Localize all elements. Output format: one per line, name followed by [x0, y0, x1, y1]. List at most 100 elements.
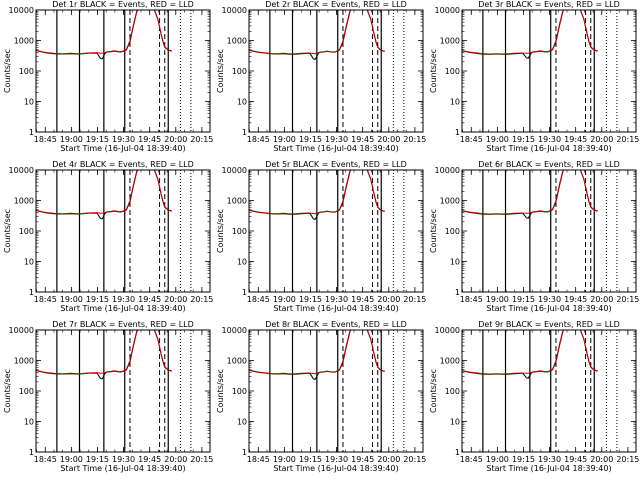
x-tick-label: 19:15 [512, 135, 535, 144]
y-tick-label: 1000 [440, 37, 460, 46]
y-tick-label: 1000 [14, 37, 34, 46]
panel-title: Det 3r BLACK = Events, RED = LLD [478, 0, 620, 9]
detector-panel: Det 8r BLACK = Events, RED = LLD 1 10 100 10… [213, 320, 426, 484]
detector-panel: Det 5r BLACK = Events, RED = LLD 1 10 100 10… [213, 160, 426, 324]
y-tick-label: 100 [19, 227, 34, 236]
x-tick-label: 20:15 [616, 135, 639, 144]
x-tick-label: 19:15 [86, 135, 109, 144]
y-tick-label: 10000 [222, 166, 247, 175]
series-lld-line [462, 10, 598, 55]
x-tick-label: 18:45 [460, 295, 483, 304]
y-tick-label: 10000 [9, 326, 34, 335]
y-tick-label: 10 [24, 258, 34, 267]
x-tick-label: 19:30 [325, 295, 348, 304]
x-axis-label: Start Time (16-Jul-04 18:39:40) [486, 464, 611, 473]
y-axis-label: Counts/sec [429, 209, 438, 253]
chart-svg: Det 4r BLACK = Events, RED = LLD 1 10 100 10… [3, 160, 213, 313]
detector-panel: Det 4r BLACK = Events, RED = LLD 1 10 100 10… [0, 160, 213, 324]
series-lld-line [249, 330, 385, 375]
x-tick-label: 19:45 [138, 455, 161, 464]
series-lld-line [36, 10, 172, 55]
y-tick-label: 10 [450, 258, 460, 267]
x-tick-label: 20:15 [616, 455, 639, 464]
x-tick-label: 19:15 [299, 295, 322, 304]
detector-panel: Det 3r BLACK = Events, RED = LLD 1 10 100 10… [426, 0, 639, 164]
plot-frame [35, 9, 211, 133]
panel-title: Det 7r BLACK = Events, RED = LLD [52, 320, 194, 329]
x-tick-label: 19:30 [112, 455, 135, 464]
y-axis-label: Counts/sec [216, 369, 225, 413]
x-tick-label: 19:00 [60, 135, 83, 144]
series-lld-line [36, 330, 172, 375]
y-tick-label: 10 [237, 98, 247, 107]
plot-frame [248, 329, 424, 453]
x-tick-label: 19:45 [351, 295, 374, 304]
x-tick-label: 18:45 [460, 455, 483, 464]
chart-svg: Det 6r BLACK = Events, RED = LLD 1 10 100 10… [429, 160, 639, 313]
plot-area [462, 330, 618, 452]
y-tick-label: 100 [445, 67, 460, 76]
x-tick-label: 19:30 [538, 295, 561, 304]
x-tick-label: 19:00 [60, 455, 83, 464]
x-tick-label: 19:15 [512, 455, 535, 464]
y-tick-label: 1 [29, 128, 34, 137]
y-tick-label: 10000 [435, 326, 460, 335]
y-tick-label: 1 [455, 448, 460, 457]
x-axis-label: Start Time (16-Jul-04 18:39:40) [273, 144, 398, 153]
chart-svg: Det 5r BLACK = Events, RED = LLD 1 10 100 10… [216, 160, 426, 313]
y-axis-label: Counts/sec [3, 369, 12, 413]
y-tick-label: 10000 [9, 166, 34, 175]
y-tick-label: 1000 [440, 357, 460, 366]
x-tick-label: 20:15 [190, 295, 213, 304]
x-tick-label: 20:15 [403, 455, 426, 464]
x-tick-label: 18:45 [247, 135, 270, 144]
plot-frame [461, 329, 637, 453]
y-tick-label: 10 [24, 98, 34, 107]
y-tick-label: 1 [29, 448, 34, 457]
panel-title: Det 8r BLACK = Events, RED = LLD [265, 320, 407, 329]
x-tick-label: 18:45 [34, 295, 57, 304]
x-tick-label: 19:45 [564, 455, 587, 464]
y-tick-label: 1 [455, 288, 460, 297]
plot-frame [248, 9, 424, 133]
y-tick-label: 1 [455, 128, 460, 137]
y-tick-label: 10000 [222, 326, 247, 335]
y-tick-label: 100 [445, 387, 460, 396]
chart-svg: Det 8r BLACK = Events, RED = LLD 1 10 100 10… [216, 320, 426, 473]
panel-title: Det 5r BLACK = Events, RED = LLD [265, 160, 407, 169]
plot-area [36, 170, 192, 292]
chart-svg: Det 7r BLACK = Events, RED = LLD 1 10 100 10… [3, 320, 213, 473]
y-tick-label: 100 [232, 67, 247, 76]
x-tick-label: 19:00 [273, 455, 296, 464]
plot-area [249, 330, 405, 452]
plot-area [462, 10, 618, 132]
detector-panel: Det 7r BLACK = Events, RED = LLD 1 10 100 10… [0, 320, 213, 484]
panel-title: Det 1r BLACK = Events, RED = LLD [52, 0, 194, 9]
chart-svg: Det 9r BLACK = Events, RED = LLD 1 10 100 10… [429, 320, 639, 473]
x-tick-label: 19:15 [299, 455, 322, 464]
x-tick-label: 19:30 [325, 455, 348, 464]
plot-frame [461, 9, 637, 133]
y-axis-label: Counts/sec [216, 209, 225, 253]
x-tick-label: 19:00 [486, 135, 509, 144]
chart-svg: Det 2r BLACK = Events, RED = LLD 1 10 100 10… [216, 0, 426, 153]
x-tick-label: 20:00 [164, 135, 187, 144]
x-tick-label: 20:00 [590, 295, 613, 304]
y-tick-label: 100 [445, 227, 460, 236]
y-axis-label: Counts/sec [216, 49, 225, 93]
x-tick-label: 19:00 [273, 295, 296, 304]
series-lld-line [249, 10, 385, 55]
x-tick-label: 19:15 [86, 455, 109, 464]
x-axis-label: Start Time (16-Jul-04 18:39:40) [486, 304, 611, 313]
y-tick-label: 10000 [222, 6, 247, 15]
x-tick-label: 19:45 [564, 295, 587, 304]
x-tick-label: 18:45 [460, 135, 483, 144]
y-tick-label: 1 [242, 128, 247, 137]
x-tick-label: 19:45 [564, 135, 587, 144]
x-tick-label: 19:30 [538, 455, 561, 464]
y-axis-label: Counts/sec [3, 49, 12, 93]
x-tick-label: 18:45 [247, 295, 270, 304]
panel-title: Det 2r BLACK = Events, RED = LLD [265, 0, 407, 9]
x-tick-label: 19:15 [86, 295, 109, 304]
detector-panel: Det 1r BLACK = Events, RED = LLD 1 10 100 10… [0, 0, 213, 164]
